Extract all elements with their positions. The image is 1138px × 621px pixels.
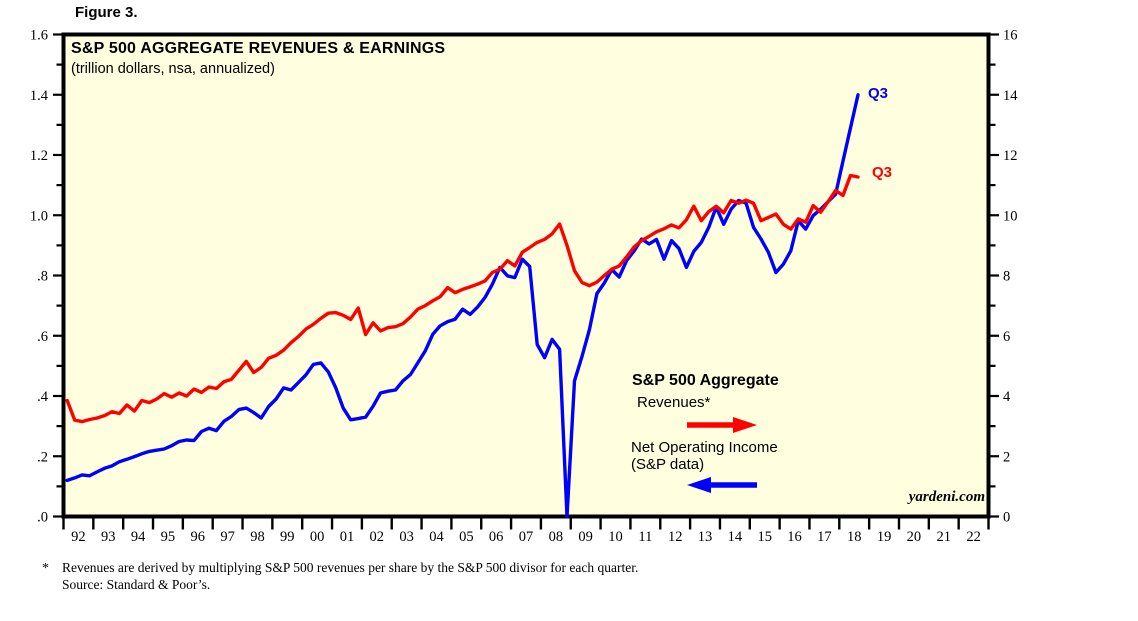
svg-text:93: 93 [101,529,116,545]
svg-text:12: 12 [668,529,683,545]
svg-text:06: 06 [489,529,504,545]
svg-text:10: 10 [608,529,623,545]
svg-text:.4: .4 [37,389,49,405]
svg-text:12: 12 [1003,148,1018,164]
svg-text:95: 95 [161,529,176,545]
svg-text:05: 05 [459,529,474,545]
svg-text:94: 94 [131,529,146,545]
svg-text:11: 11 [638,529,652,545]
svg-text:97: 97 [220,529,235,545]
svg-text:22: 22 [966,529,981,545]
svg-text:1.2: 1.2 [30,148,48,164]
svg-text:.8: .8 [37,269,48,285]
noi-end-label: Q3 [868,85,889,102]
legend-revenues-label: Revenues* [637,394,711,411]
x-axis: 92 93 94 95 96 97 98 99 00 01 02 03 04 05 06 07 08 09 10 11… [62,516,990,545]
chart-title: S&P 500 AGGREGATE REVENUES & EARNINGS [71,40,446,57]
legend-noi-label-line2: (S&P data) [631,456,705,473]
svg-text:2: 2 [1003,449,1010,465]
svg-text:14: 14 [728,529,743,545]
svg-text:08: 08 [549,529,564,545]
figure-label: Figure 3. [75,4,138,21]
svg-text:00: 00 [310,529,325,545]
footnote-marker: * [42,561,49,576]
svg-text:98: 98 [250,529,265,545]
legend-heading: S&P 500 Aggregate [632,372,779,389]
svg-text:96: 96 [191,529,206,545]
svg-text:1.6: 1.6 [30,28,48,44]
svg-text:1.0: 1.0 [30,208,48,224]
svg-text:1.4: 1.4 [30,88,49,104]
svg-text:17: 17 [817,529,832,545]
svg-text:07: 07 [519,529,534,545]
chart-subtitle: (trillion dollars, nsa, annualized) [71,61,275,77]
svg-text:04: 04 [429,529,444,545]
footnote-line1: Revenues are derived by multiplying S&P … [62,560,639,575]
svg-text:02: 02 [370,529,385,545]
svg-text:21: 21 [936,529,951,545]
svg-text:0: 0 [1003,510,1010,526]
svg-text:.2: .2 [37,449,48,465]
footnote-line2: Source: Standard & Poor’s. [62,577,211,592]
svg-text:03: 03 [399,529,414,545]
yardeni-watermark: yardeni.com [908,489,985,505]
noi-left-arrow-icon [687,477,757,493]
series-line-revenues [65,173,860,424]
legend-noi-label-line1: Net Operating Income [631,439,778,456]
svg-text:15: 15 [757,529,772,545]
svg-text:19: 19 [877,529,892,545]
revenues-right-arrow-icon [687,417,757,433]
svg-text:10: 10 [1003,208,1018,224]
arrowhead [687,477,711,493]
svg-text:01: 01 [340,529,355,545]
y-axis-right: 16 14 12 10 8 6 4 2 0 [988,28,1018,526]
y-axis-left: 1.6 1.4 1.2 1.0 .8 .6 .4 .2 .0 [30,28,64,526]
svg-text:8: 8 [1003,269,1010,285]
svg-text:13: 13 [698,529,713,545]
svg-text:16: 16 [1003,28,1018,44]
svg-text:.6: .6 [37,329,48,345]
svg-text:18: 18 [847,529,862,545]
svg-text:14: 14 [1003,88,1018,104]
svg-text:4: 4 [1003,389,1011,405]
svg-text:.0: .0 [37,510,48,526]
svg-text:16: 16 [787,529,802,545]
svg-text:6: 6 [1003,329,1010,345]
svg-text:92: 92 [71,529,86,545]
svg-text:20: 20 [907,529,922,545]
plot-area [61,32,991,519]
svg-text:09: 09 [578,529,593,545]
series-line-noi [65,93,860,519]
revenues-end-label: Q3 [872,164,893,181]
svg-text:99: 99 [280,529,295,545]
arrowhead [733,417,757,433]
